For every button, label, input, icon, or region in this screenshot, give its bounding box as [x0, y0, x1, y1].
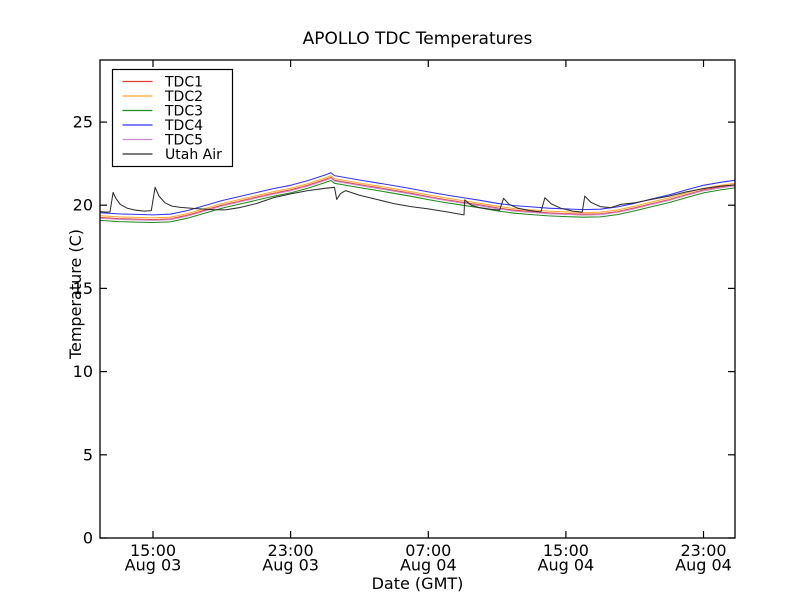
x-tick-label-date: Aug 03	[262, 556, 319, 575]
legend-label-utah-air: Utah Air	[165, 147, 222, 163]
series-line-tdc2	[99, 175, 736, 219]
series-line-tdc5	[99, 177, 736, 221]
x-tick-label-date: Aug 04	[538, 556, 595, 575]
y-tick-label: 10	[73, 362, 93, 381]
legend-label-tdc4: TDC4	[164, 118, 203, 134]
x-tick-label-time: 15:00	[130, 541, 176, 560]
y-tick-label: 25	[73, 113, 93, 132]
series-line-tdc4	[99, 172, 736, 216]
legend-label-tdc5: TDC5	[164, 133, 203, 149]
series-line-tdc3	[99, 179, 736, 224]
series-line-tdc1	[99, 176, 736, 221]
y-tick-label: 15	[73, 279, 93, 298]
y-tick-label: 5	[83, 445, 93, 464]
series-line-utah-air	[99, 184, 736, 216]
x-axis-label: Date (GMT)	[371, 574, 464, 593]
x-tick-label-date: Aug 04	[675, 556, 732, 575]
chart-title: APOLLO TDC Temperatures	[302, 29, 533, 49]
axes-frame	[99, 59, 736, 539]
x-tick-label-date: Aug 04	[400, 556, 457, 575]
legend-box	[111, 68, 234, 168]
y-tick-label: 20	[73, 196, 93, 215]
x-tick-label-time: 23:00	[268, 541, 314, 560]
legend-label-tdc3: TDC3	[164, 104, 203, 120]
legend-label-tdc1: TDC1	[164, 75, 203, 91]
x-tick-label-time: 07:00	[405, 541, 451, 560]
x-tick-label-time: 15:00	[543, 541, 589, 560]
legend-label-tdc2: TDC2	[164, 89, 203, 105]
x-tick-label-time: 23:00	[680, 541, 726, 560]
x-tick-label-date: Aug 03	[125, 556, 182, 575]
y-tick-label: 0	[83, 529, 93, 548]
